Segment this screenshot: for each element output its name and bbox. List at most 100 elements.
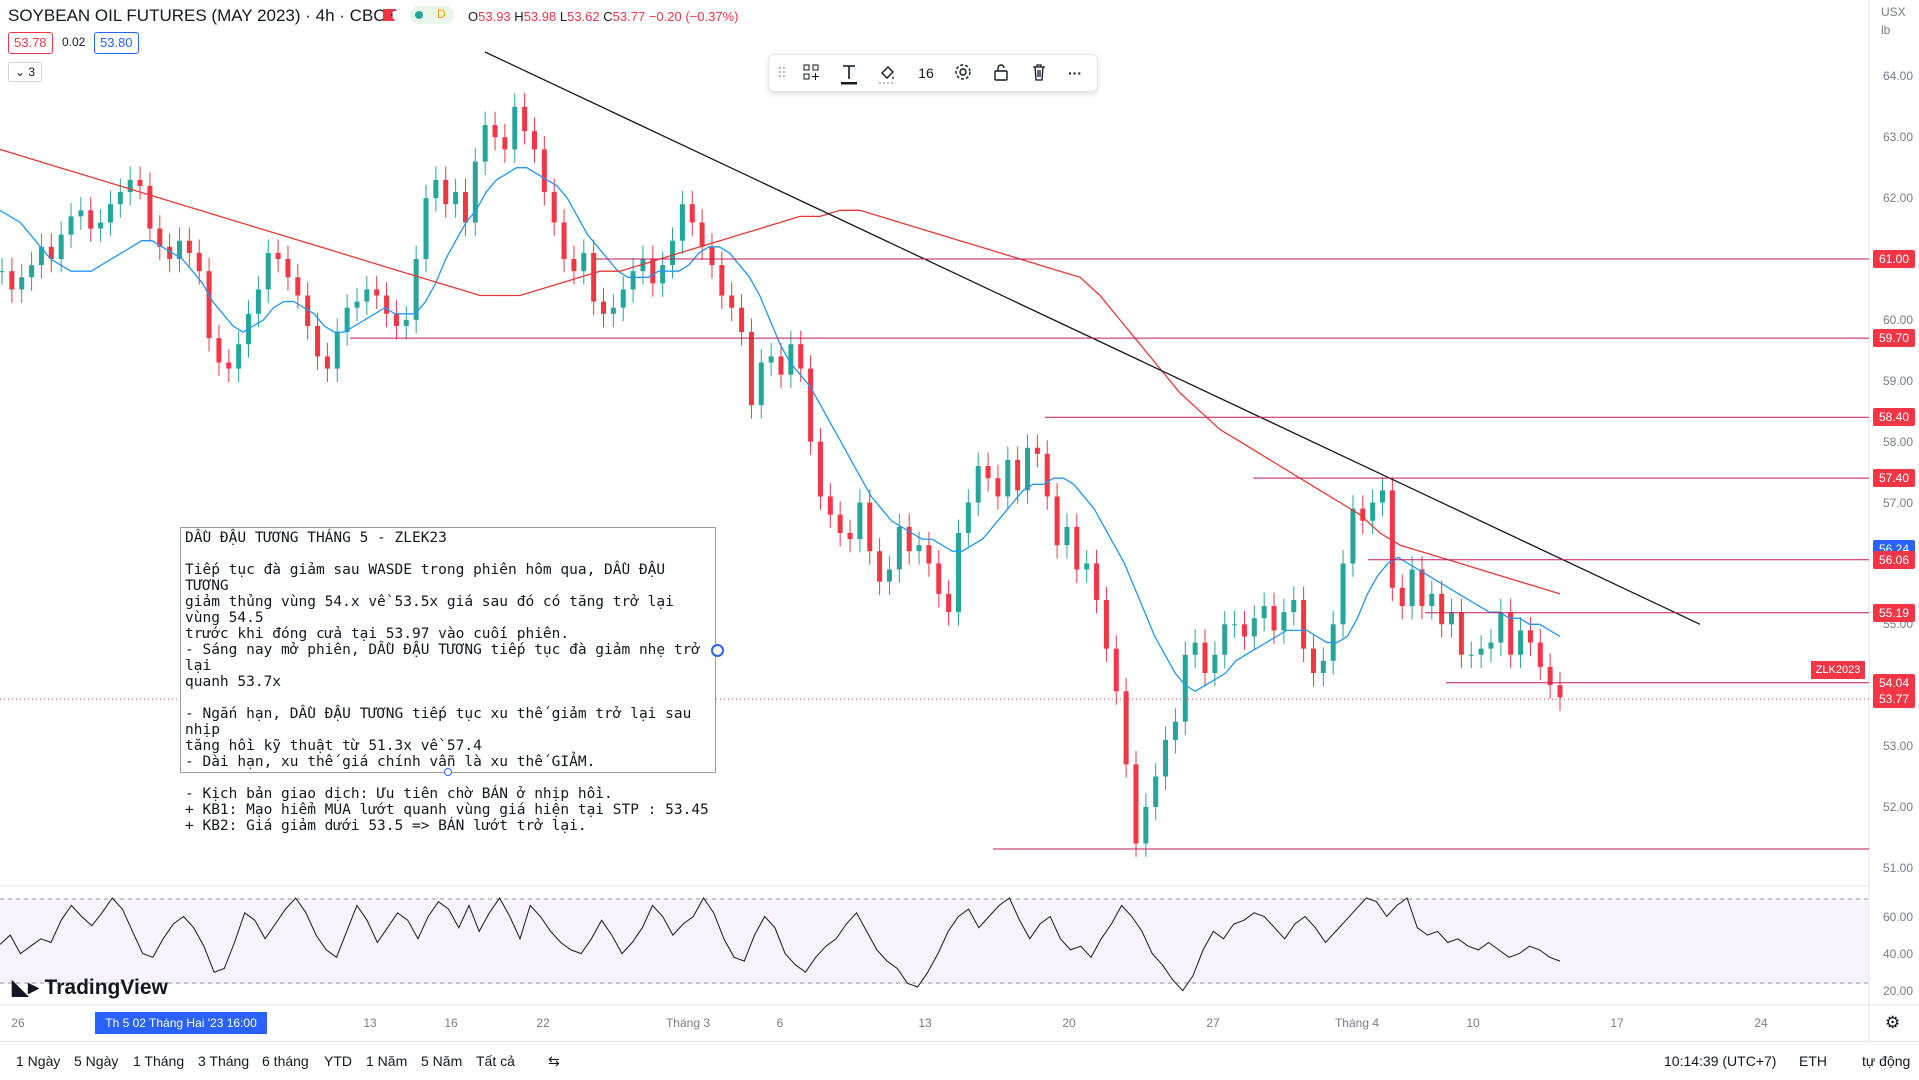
indicators-count: 3 xyxy=(28,65,36,79)
candle-body xyxy=(1202,642,1208,673)
candle-body xyxy=(1044,453,1050,497)
analysis-note[interactable]: DẦU ĐẬU TƯƠNG THÁNG 5 - ZLEK23 Tiếp tục … xyxy=(180,527,716,834)
candle-body xyxy=(255,289,261,314)
candle-body xyxy=(196,252,202,272)
note-line: Tiếp tục đà giảm sau WASDE trong phiên h… xyxy=(185,562,674,594)
settings-icon[interactable] xyxy=(951,63,975,83)
candle-body xyxy=(0,271,5,273)
auto-scale-toggle[interactable]: tự động xyxy=(1862,1053,1911,1069)
candle-body xyxy=(551,192,557,223)
candle-body xyxy=(916,545,922,552)
time-tick-label: 6 xyxy=(776,1016,784,1030)
candle-body xyxy=(886,569,892,582)
symbol-title[interactable]: SOYBEAN OIL FUTURES (MAY 2023) · 4h · CB… xyxy=(8,6,397,25)
lock-icon[interactable] xyxy=(989,63,1013,83)
candle-body xyxy=(1370,502,1376,521)
price-tick-label: 59.00 xyxy=(1882,373,1913,388)
candle-body xyxy=(176,240,182,259)
range-5d[interactable]: 5 Ngày xyxy=(74,1053,119,1069)
resize-handle[interactable] xyxy=(711,644,724,657)
range-5y[interactable]: 5 Năm xyxy=(421,1053,463,1069)
price-level-tag: 56.06 xyxy=(1873,550,1915,569)
candle-body xyxy=(502,137,508,150)
candle-body xyxy=(1251,618,1257,637)
date-range-icon[interactable]: ⇆ xyxy=(548,1053,560,1069)
candle-body xyxy=(1222,624,1228,655)
candle-body xyxy=(906,526,912,552)
candle-body xyxy=(107,204,113,223)
time-tick-label: Tháng 3 xyxy=(665,1016,711,1030)
buy-price-button[interactable]: 53.80 xyxy=(94,32,139,54)
candle-body xyxy=(1123,691,1129,765)
ohlc-high-value: 53.98 xyxy=(523,9,557,24)
candle-body xyxy=(364,289,370,302)
indicators-toggle[interactable]: ⌄ 3 xyxy=(8,62,43,82)
candle-body xyxy=(936,563,942,594)
sell-price-button[interactable]: 53.78 xyxy=(8,32,53,54)
gear-icon[interactable]: ⚙ xyxy=(1885,1013,1901,1032)
candle-body xyxy=(443,179,449,205)
candle-body xyxy=(127,179,133,193)
candle-body xyxy=(679,204,685,241)
candle-body xyxy=(1537,642,1543,667)
range-6m[interactable]: 6 tháng xyxy=(262,1053,309,1069)
fill-color-icon[interactable] xyxy=(875,63,899,84)
candle-body xyxy=(1409,569,1415,607)
candle-body xyxy=(670,240,676,266)
drag-handle-icon[interactable]: ⠿ xyxy=(776,65,788,81)
candle-body xyxy=(423,198,429,259)
time-tick-label: 16 xyxy=(444,1016,458,1030)
time-tick-label: 22 xyxy=(536,1016,550,1030)
candle-body xyxy=(798,344,804,369)
price-tick-label: 60.00 xyxy=(1882,312,1913,327)
candle-body xyxy=(1380,490,1386,503)
note-line xyxy=(185,546,711,562)
candle-body xyxy=(748,332,754,406)
spread-value: 0.02 xyxy=(62,35,86,49)
candle-body xyxy=(1143,806,1149,844)
tradingview-logo[interactable]: ◣▸ TradingView xyxy=(12,975,168,1000)
candle-body xyxy=(462,192,468,223)
range-ytd[interactable]: YTD xyxy=(324,1053,352,1069)
session-toggle[interactable]: ETH xyxy=(1799,1053,1827,1069)
flag-icon[interactable] xyxy=(383,9,395,21)
text-color-icon[interactable] xyxy=(837,63,861,85)
candle-body xyxy=(729,295,735,308)
time-tick-label: 27 xyxy=(1206,1016,1220,1030)
candle-body xyxy=(1192,642,1198,655)
font-size-selector[interactable]: 16 xyxy=(918,65,934,81)
templates-icon[interactable] xyxy=(799,63,823,83)
candle-body xyxy=(88,210,94,229)
range-3m[interactable]: 3 Tháng xyxy=(198,1053,250,1069)
candle-body xyxy=(1281,612,1287,631)
candle-body xyxy=(739,307,745,333)
range-1y[interactable]: 1 Năm xyxy=(366,1053,408,1069)
currency-label[interactable]: USX xyxy=(1881,5,1906,19)
candle-body xyxy=(1074,526,1080,570)
range-1m[interactable]: 1 Tháng xyxy=(133,1053,185,1069)
candle-body xyxy=(1241,624,1247,637)
candle-body xyxy=(1133,764,1139,844)
candle-body xyxy=(1034,447,1040,454)
candle-body xyxy=(1389,490,1395,588)
market-status-pill[interactable] xyxy=(410,6,454,24)
candle-body xyxy=(709,246,715,266)
candle-body xyxy=(1458,612,1464,655)
unit-label[interactable]: lb xyxy=(1881,23,1891,37)
range-all[interactable]: Tất cả xyxy=(476,1053,515,1069)
note-line: DẦU ĐẬU TƯƠNG THÁNG 5 - ZLEK23 xyxy=(185,530,447,546)
candle-body xyxy=(285,259,291,278)
candle-body xyxy=(1271,606,1277,631)
candle-body xyxy=(1518,630,1524,655)
trash-icon[interactable] xyxy=(1027,63,1051,83)
range-1d[interactable]: 1 Ngày xyxy=(16,1053,61,1069)
candle-body xyxy=(236,344,242,369)
candle-body xyxy=(1320,660,1326,673)
more-icon[interactable]: ··· xyxy=(1068,65,1082,81)
resize-handle-bottom[interactable] xyxy=(444,768,452,776)
candle-body xyxy=(1439,593,1445,625)
price-level-tag: 55.19 xyxy=(1873,603,1915,622)
clock-readout[interactable]: 10:14:39 (UTC+7) xyxy=(1664,1053,1777,1069)
delayed-badge: D xyxy=(437,7,446,21)
